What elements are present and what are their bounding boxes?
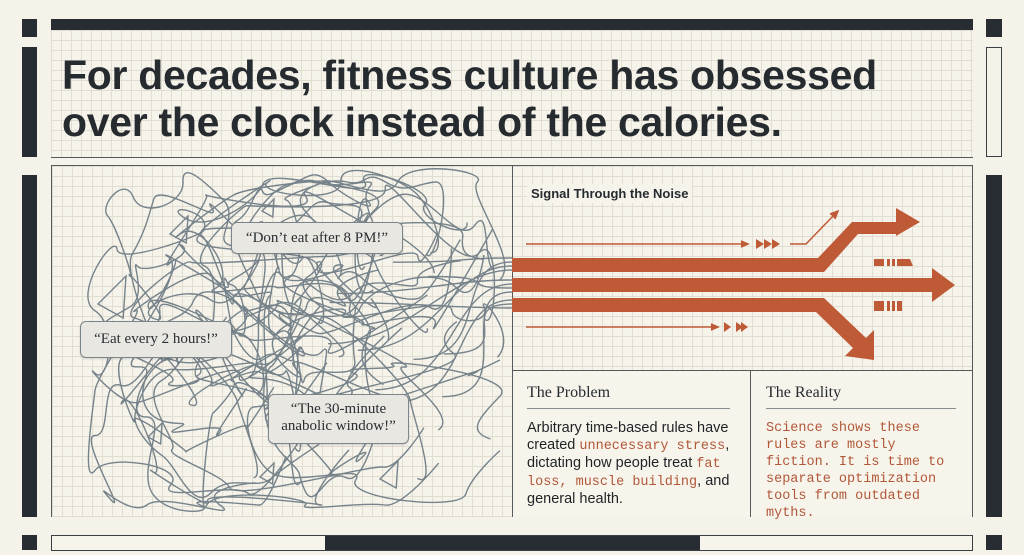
tangle-strand: [202, 316, 440, 509]
text: , and general health.: [527, 473, 730, 507]
thin-arrow-up: [790, 212, 837, 245]
triangle-shape: [260, 197, 275, 219]
highlight: unnecessary stress: [579, 439, 726, 454]
divider: [51, 157, 973, 158]
divider: [51, 165, 973, 166]
chevron-icon: [756, 239, 780, 249]
frame-corner-br: [986, 535, 1002, 550]
bubble-line: anabolic window!”: [281, 418, 396, 434]
section-rule: [527, 408, 730, 409]
converging-strand: [393, 257, 513, 263]
frame-right-outline: [986, 47, 1002, 157]
highlight: fat loss, muscle building: [527, 457, 721, 490]
problem-heading: The Problem: [527, 384, 611, 401]
converging-strand: [391, 299, 513, 404]
title-line-2: over the clock instead of the calories.: [62, 99, 782, 145]
tangle-strand: [263, 261, 384, 498]
frame-corner-tr: [986, 19, 1002, 37]
section-rule: [766, 408, 956, 409]
converging-strand: [329, 301, 513, 309]
myth-bubble: “Don’t eat after 8 PM!”: [231, 222, 403, 254]
problem-text: Arbitrary time-based rules have created …: [527, 420, 742, 508]
tangle-strand: [267, 201, 374, 384]
triangle-shape: [146, 421, 163, 446]
signal-arrow-down: [512, 298, 874, 360]
triangle-shape: [168, 214, 189, 245]
tangle-strand: [283, 168, 506, 330]
tangle-strand: [87, 272, 314, 495]
converging-strand: [442, 291, 513, 398]
frame-left-bar: [22, 175, 37, 517]
tangle-strand: [105, 172, 261, 321]
myth-bubble: “Eat every 2 hours!”: [80, 321, 232, 358]
panel-divider: [750, 370, 751, 517]
converging-strand: [428, 275, 513, 289]
panel-divider: [512, 166, 513, 517]
reality-text: Science shows these rules are mostly fic…: [766, 421, 945, 521]
triangle-shape: [378, 459, 399, 490]
reality-cell: [751, 371, 972, 517]
frame-right-bar: [986, 175, 1002, 517]
signal-arrow-straight: [512, 268, 955, 302]
bottom-bar-fill: [325, 536, 700, 550]
reality-heading: The Reality: [766, 384, 842, 401]
converging-strand: [443, 303, 513, 355]
converging-strand: [375, 283, 513, 391]
tangle-strand: [199, 169, 452, 335]
myth-bubble: “The 30-minute anabolic window!”: [268, 394, 409, 444]
page-title: For decades, fitness culture has obsesse…: [62, 52, 877, 146]
signal-arrow-up: [512, 208, 920, 272]
bubble-line: “The 30-minute: [290, 401, 387, 417]
dash-mark: [874, 259, 884, 266]
title-line-1: For decades, fitness culture has obsesse…: [62, 52, 877, 98]
panel-divider: [512, 370, 973, 371]
frame-corner-bl: [22, 535, 37, 550]
signal-title: Signal Through the Noise: [527, 184, 693, 203]
converging-strand: [328, 269, 513, 345]
tangle-strand: [246, 362, 503, 504]
tangle-strand: [120, 305, 350, 506]
text: Arbitrary time-based rules have created: [527, 420, 729, 453]
tangle-strand: [174, 180, 395, 301]
dash-mark: [874, 301, 884, 311]
tangle-strand: [147, 191, 435, 354]
tangle-strand: [153, 299, 444, 492]
chevron-icon: [724, 322, 748, 332]
problem-cell: [513, 371, 750, 517]
frame-corner-tl: [22, 19, 37, 37]
tangle-strand: [90, 335, 259, 512]
header-grid: [51, 30, 973, 157]
top-bar: [51, 19, 973, 30]
converging-strand: [336, 279, 513, 295]
text: , dictating how people treat: [527, 437, 730, 471]
tangle-strand: [228, 223, 325, 362]
frame-left-bar: [22, 47, 37, 157]
triangle-shape: [96, 274, 127, 320]
triangle-shape: [258, 461, 275, 486]
converging-strand: [357, 265, 513, 351]
tangle-strand: [299, 176, 461, 300]
